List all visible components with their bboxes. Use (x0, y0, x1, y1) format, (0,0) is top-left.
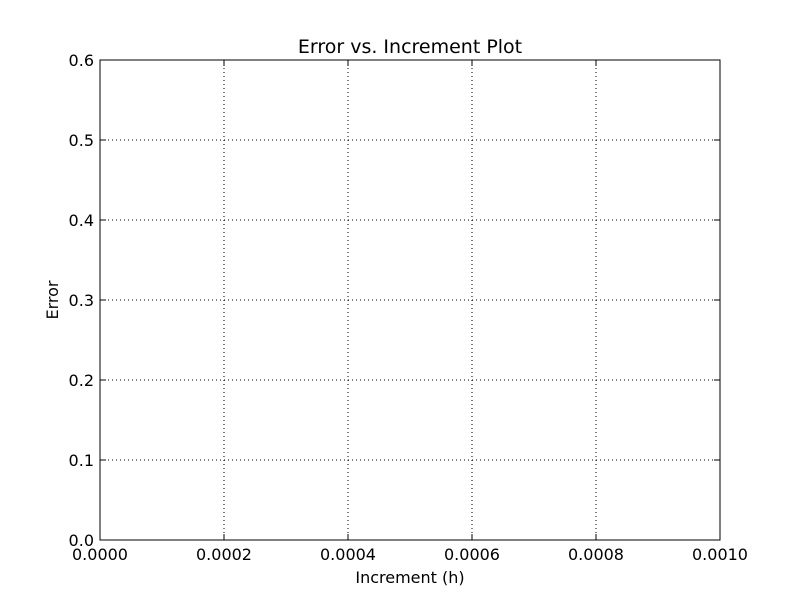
x-tick-label: 0.0000 (72, 545, 128, 564)
y-tick-label: 0.4 (69, 211, 94, 230)
y-tick-label: 0.6 (69, 51, 94, 70)
x-tick-label: 0.0006 (444, 545, 500, 564)
y-tick-label: 0.5 (69, 131, 94, 150)
x-tick-label: 0.0004 (320, 545, 376, 564)
x-tick-label: 0.0010 (692, 545, 748, 564)
y-tick-label: 0.2 (69, 371, 94, 390)
x-tick-label: 0.0008 (568, 545, 624, 564)
grid-lines (100, 60, 720, 540)
x-tick-label: 0.0002 (196, 545, 252, 564)
chart-title: Error vs. Increment Plot (298, 36, 522, 58)
x-tick-labels: 0.0000 0.0002 0.0004 0.0006 0.0008 0.0010 (72, 545, 748, 564)
y-axis-label: Error (43, 280, 62, 319)
y-tick-label: 0.0 (69, 531, 94, 550)
y-tick-label: 0.1 (69, 451, 94, 470)
y-tick-labels: 0.0 0.1 0.2 0.3 0.4 0.5 0.6 (69, 51, 94, 550)
plot-area-frame (99, 59, 721, 541)
y-tick-label: 0.3 (69, 291, 94, 310)
tick-marks (99, 59, 721, 541)
x-axis-label: Increment (h) (355, 568, 464, 587)
